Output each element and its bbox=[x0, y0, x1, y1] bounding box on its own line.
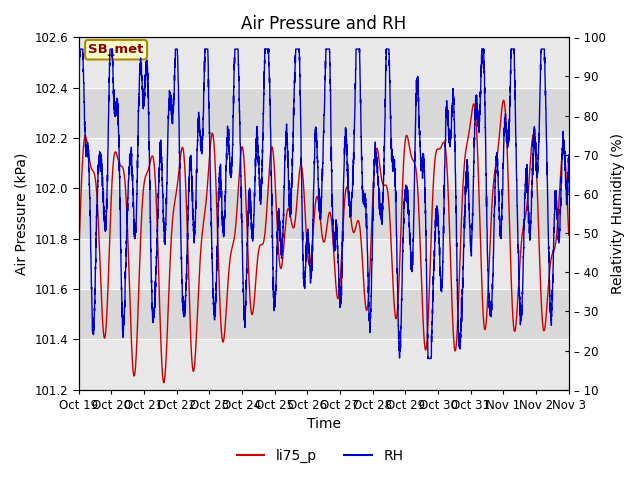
RH bbox=[495, 192, 502, 198]
RH bbox=[458, 301, 466, 307]
RH bbox=[482, 162, 490, 168]
Legend: li75_p, RH: li75_p, RH bbox=[231, 443, 409, 468]
Y-axis label: Air Pressure (kPa): Air Pressure (kPa) bbox=[15, 152, 29, 275]
Y-axis label: Relativity Humidity (%): Relativity Humidity (%) bbox=[611, 133, 625, 294]
X-axis label: Time: Time bbox=[307, 418, 340, 432]
li75_p bbox=[495, 143, 502, 148]
RH bbox=[76, 46, 84, 52]
Bar bbox=[79, 339, 569, 390]
li75_p bbox=[500, 97, 508, 103]
li75_p bbox=[368, 222, 376, 228]
li75_p bbox=[160, 380, 168, 385]
li75_p bbox=[482, 324, 490, 330]
Bar bbox=[79, 239, 569, 289]
Line: RH: RH bbox=[79, 49, 569, 359]
Line: li75_p: li75_p bbox=[79, 100, 569, 383]
RH bbox=[565, 152, 573, 158]
li75_p bbox=[177, 156, 184, 161]
Bar bbox=[79, 37, 569, 88]
RH bbox=[177, 207, 184, 213]
li75_p bbox=[458, 211, 465, 216]
Title: Air Pressure and RH: Air Pressure and RH bbox=[241, 15, 406, 33]
Bar bbox=[79, 138, 569, 188]
RH bbox=[75, 109, 83, 115]
li75_p bbox=[75, 256, 83, 262]
Text: SB_met: SB_met bbox=[88, 43, 144, 56]
li75_p bbox=[342, 190, 349, 195]
RH bbox=[368, 265, 376, 271]
RH bbox=[424, 356, 432, 361]
li75_p bbox=[565, 232, 573, 238]
RH bbox=[342, 134, 349, 140]
